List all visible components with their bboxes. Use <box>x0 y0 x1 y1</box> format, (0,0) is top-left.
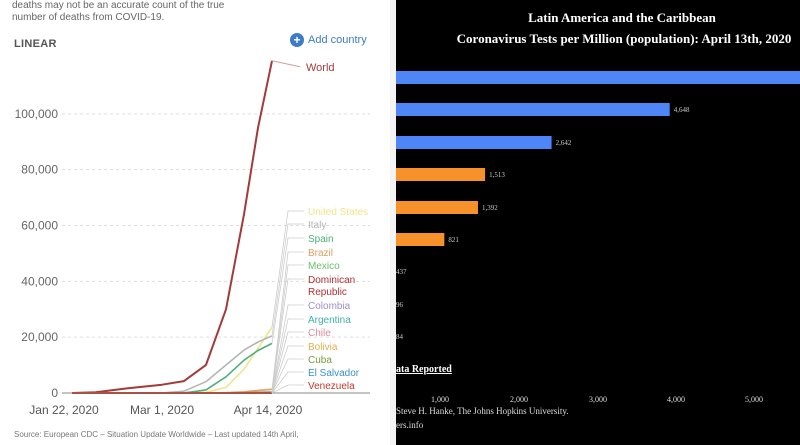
bar-value-label: 1,513 <box>489 171 505 179</box>
series-label: Spain <box>308 234 334 245</box>
source-line: Steve H. Hanke, The Johns Hopkins Univer… <box>396 406 568 416</box>
series-label: El Salvador <box>308 368 360 379</box>
label-leader-line <box>271 318 304 393</box>
label-leader-line <box>271 223 304 336</box>
label-leader-line <box>271 251 304 390</box>
label-leader-line <box>271 210 304 328</box>
tests-bar-chart: Latin America and the Caribbean Coronavir… <box>396 10 800 430</box>
y-tick-label: 0 <box>51 386 58 400</box>
right-panel: Latin America and the Caribbean Coronavir… <box>396 0 800 445</box>
bar <box>396 103 670 116</box>
series-label: Brazil <box>308 248 333 259</box>
data-note: ata Reported <box>396 364 452 375</box>
x-tick-label: 5,000 <box>745 395 763 404</box>
y-tick-label: 20,000 <box>21 330 58 344</box>
label-leader-line <box>271 331 304 393</box>
bar-value-label: 96 <box>396 301 404 309</box>
x-tick-label: 4,000 <box>667 395 685 404</box>
bar <box>396 201 478 214</box>
bar-value-label: 1,392 <box>482 204 498 212</box>
series-label: World <box>306 62 335 74</box>
label-leader-line <box>271 384 304 394</box>
label-leader-line <box>271 358 304 394</box>
bar <box>396 71 800 84</box>
chart-note-line-1: deaths may not be an accurate count of t… <box>12 0 225 11</box>
series-label: Colombia <box>308 301 351 312</box>
series-label: Republic <box>308 287 347 298</box>
x-tick-label: 1,000 <box>431 395 449 404</box>
chart-note-line-2: number of deaths from COVID-19. <box>12 12 165 23</box>
deaths-line-chart: 0 20,000 40,000 60,000 80,000 100,000 Jan 22, … <box>15 60 370 417</box>
bar-value-label: 821 <box>448 236 459 244</box>
bar <box>396 168 486 181</box>
x-tick-label: Mar 1, 2020 <box>130 403 194 417</box>
label-leader-line <box>271 371 304 394</box>
label-leader-line <box>271 278 304 393</box>
label-leader-line <box>271 304 304 393</box>
x-tick-label: 3,000 <box>589 395 607 404</box>
series-label: Chile <box>308 328 331 339</box>
world-leader-line <box>271 60 301 68</box>
chart-title: Latin America and the Caribbean <box>528 10 717 25</box>
series-label: Venezuela <box>308 381 355 392</box>
series-label: Mexico <box>308 261 340 272</box>
label-leader-line <box>271 345 304 394</box>
left-panel: deaths may not be an accurate count of t… <box>0 0 390 445</box>
bar-value-label: 84 <box>396 333 404 341</box>
panel-divider <box>390 0 396 445</box>
series-line-2 <box>72 335 273 394</box>
series-label: Cuba <box>308 355 332 366</box>
bar <box>396 233 445 246</box>
series-label: Argentina <box>308 315 351 326</box>
label-leader-line <box>271 237 304 344</box>
series-label: Italy <box>308 220 326 231</box>
add-country-button[interactable]: + Add country <box>290 33 367 47</box>
bar-value-label: 4,648 <box>674 106 690 114</box>
y-tick-label: 40,000 <box>21 274 58 288</box>
y-tick-label: 60,000 <box>21 219 58 233</box>
source-note: Source: European CDC – Situation Update … <box>14 430 299 439</box>
series-label: Dominican <box>308 275 355 286</box>
series-label: Bolivia <box>308 342 338 353</box>
label-leader-line <box>271 264 304 393</box>
bar <box>396 136 552 149</box>
plus-icon: + <box>290 33 304 47</box>
series-label: United States <box>308 207 368 218</box>
bar-value-label: 437 <box>396 268 407 276</box>
chart-subtitle: Coronavirus Tests per Million (populatio… <box>457 31 792 46</box>
add-country-label: Add country <box>308 34 367 46</box>
source-line: ers.info <box>396 420 424 430</box>
y-tick-label: 80,000 <box>21 163 58 177</box>
x-tick-label: Jan 22, 2020 <box>29 403 99 417</box>
x-tick-label: 2,000 <box>510 395 528 404</box>
y-tick-label: 100,000 <box>15 107 59 121</box>
series-line-0 <box>71 60 273 394</box>
x-tick-label: Apr 14, 2020 <box>234 403 303 417</box>
bar-value-label: 2,642 <box>556 139 572 147</box>
scale-toggle[interactable]: LINEAR <box>14 38 57 50</box>
